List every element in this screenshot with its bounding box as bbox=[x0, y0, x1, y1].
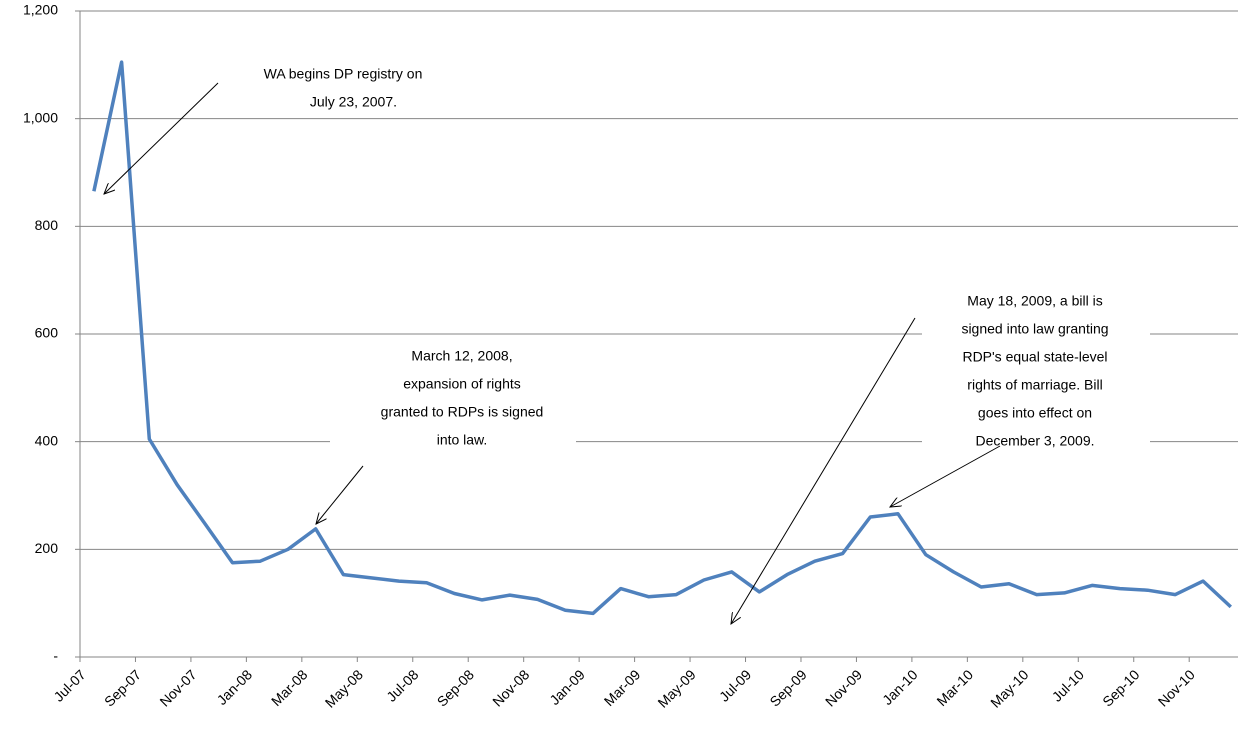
x-tick-label: Sep-08 bbox=[434, 666, 477, 709]
y-tick-label: 1,200 bbox=[23, 2, 58, 18]
arrow bbox=[104, 82, 219, 194]
annotation-text: May 18, 2009, a bill is bbox=[967, 293, 1102, 309]
annotation-text: RDP's equal state-level bbox=[962, 349, 1107, 365]
x-tick-label: Mar-08 bbox=[268, 666, 311, 709]
x-tick-label: Jan-08 bbox=[214, 666, 256, 708]
y-tick-label: 400 bbox=[35, 432, 59, 448]
annotation-box bbox=[215, 60, 470, 117]
x-tick-label: Sep-10 bbox=[1099, 666, 1142, 709]
x-tick-label: Jul-08 bbox=[383, 666, 421, 704]
arrow bbox=[731, 317, 916, 624]
annotation-text: rights of marriage. Bill bbox=[967, 377, 1102, 393]
x-tick-label: Sep-07 bbox=[101, 666, 144, 709]
y-tick-label: 600 bbox=[35, 325, 59, 341]
x-tick-label: May-10 bbox=[987, 666, 1031, 710]
x-tick-label: Jul-10 bbox=[1049, 666, 1087, 704]
x-tick-label: Sep-09 bbox=[766, 666, 809, 709]
y-tick-label: 800 bbox=[35, 217, 59, 233]
x-tick-label: Nov-07 bbox=[156, 666, 199, 709]
x-tick-label: Nov-09 bbox=[822, 666, 865, 709]
annotation-text: granted to RDPs is signed bbox=[381, 404, 544, 420]
y-tick-label: 200 bbox=[35, 540, 59, 556]
x-tick-label: Mar-09 bbox=[601, 666, 644, 709]
annotation-text: expansion of rights bbox=[403, 376, 521, 392]
x-tick-label: Nov-08 bbox=[489, 666, 532, 709]
arrow bbox=[890, 445, 1001, 507]
annotation-box bbox=[922, 288, 1150, 456]
annotation-text: goes into effect on bbox=[978, 405, 1092, 421]
x-tick-label: Jul-07 bbox=[50, 666, 88, 704]
x-tick-label: Jan-10 bbox=[879, 666, 921, 708]
annotation-text: December 3, 2009. bbox=[975, 433, 1094, 449]
grid bbox=[75, 10, 1238, 662]
x-tick-label: Jul-09 bbox=[716, 666, 754, 704]
x-tick-label: Nov-10 bbox=[1155, 666, 1198, 709]
annotation-text: WA begins DP registry on bbox=[264, 66, 423, 82]
annotation-text: signed into law granting bbox=[961, 321, 1108, 337]
y-tick-label: 1,000 bbox=[23, 109, 58, 125]
series bbox=[92, 60, 1232, 616]
x-tick-label: May-09 bbox=[654, 666, 698, 710]
annotation-text: March 12, 2008, bbox=[411, 348, 512, 364]
arrow bbox=[316, 465, 364, 524]
y-tick-label: - bbox=[53, 648, 58, 664]
annotation-text: into law. bbox=[437, 432, 488, 448]
x-tick-label: Jan-09 bbox=[546, 666, 588, 708]
annotations: WA begins DP registry on July 23, 2007. Ma… bbox=[264, 66, 1109, 449]
annotation-text: July 23, 2007. bbox=[310, 94, 397, 110]
x-tick-label: Mar-10 bbox=[933, 666, 976, 709]
data-line bbox=[92, 60, 1232, 616]
annotation-box bbox=[330, 342, 576, 454]
x-tick-label: May-08 bbox=[322, 666, 366, 710]
